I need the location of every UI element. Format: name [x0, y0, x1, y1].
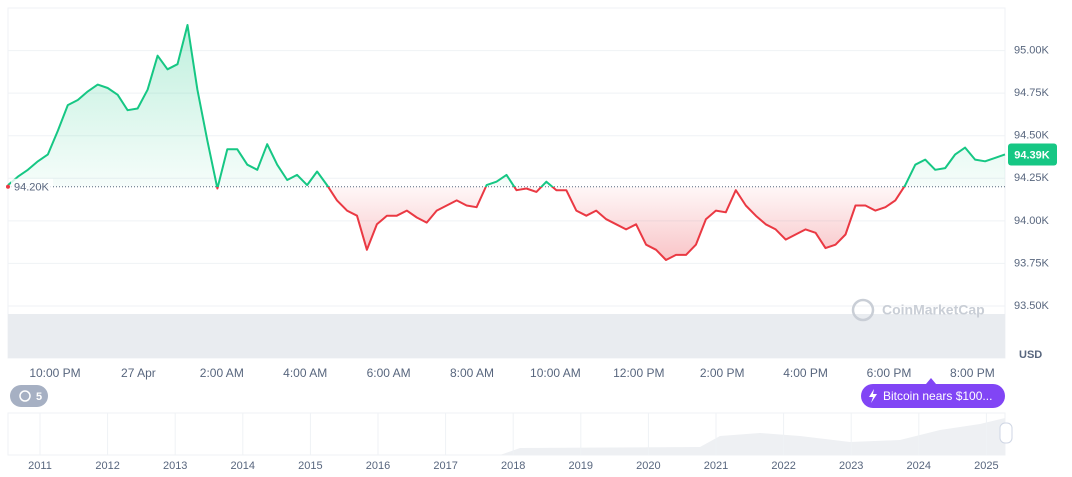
navigator-area [8, 418, 1005, 455]
watermark-text: CoinMarketCap [882, 302, 985, 318]
navigator-year: 2016 [366, 460, 390, 472]
y-tick-label: 93.75K [1014, 257, 1050, 269]
news-pill[interactable]: Bitcoin nears $100... [861, 378, 1005, 408]
x-tick-label: 2:00 AM [200, 366, 244, 380]
x-tick-label: 10:00 AM [530, 366, 581, 380]
x-tick-label: 8:00 PM [950, 366, 995, 380]
navigator-year: 2025 [974, 460, 998, 472]
price-line [7, 24, 1006, 261]
x-tick-label: 4:00 AM [283, 366, 327, 380]
navigator-year: 2018 [501, 460, 525, 472]
navigator-year: 2019 [569, 460, 593, 472]
last-price-label: 94.39K [1014, 149, 1050, 161]
x-tick-label: 4:00 PM [783, 366, 828, 380]
history-count: 5 [36, 391, 42, 403]
x-tick-label: 12:00 PM [613, 366, 664, 380]
baseline-label-bg [11, 178, 53, 194]
watermark: CoinMarketCap [851, 298, 985, 322]
x-tick-label: 27 Apr [121, 366, 156, 380]
y-tick-label: 94.25K [1014, 172, 1050, 184]
history-badge[interactable]: 5 [10, 385, 48, 407]
baseline-dot [6, 184, 10, 189]
y-tick-label: 94.75K [1014, 87, 1050, 99]
navigator-year: 2015 [298, 460, 322, 472]
y-tick-label: 94.50K [1014, 130, 1050, 142]
navigator-year: 2013 [163, 460, 187, 472]
navigator-handle[interactable] [999, 422, 1013, 444]
navigator-year: 2012 [95, 460, 119, 472]
x-tick-label: 10:00 PM [29, 366, 80, 380]
price-area [8, 25, 1005, 260]
navigator-year: 2020 [636, 460, 660, 472]
unit-label: USD [1019, 349, 1042, 361]
x-tick-label: 6:00 PM [867, 366, 912, 380]
navigator-year: 2017 [433, 460, 457, 472]
x-tick-label: 8:00 AM [450, 366, 494, 380]
baseline-label: 94.20K [14, 182, 50, 194]
y-tick-label: 93.50K [1014, 300, 1050, 312]
navigator-year: 2011 [28, 460, 52, 472]
x-tick-label: 6:00 AM [367, 366, 411, 380]
navigator-year: 2023 [839, 460, 863, 472]
navigator-year: 2021 [704, 460, 728, 472]
x-tick-label: 2:00 PM [700, 366, 745, 380]
navigator-year: 2022 [771, 460, 795, 472]
navigator-year: 2024 [907, 460, 931, 472]
last-price-badge [1008, 143, 1057, 166]
y-tick-label: 94.00K [1014, 215, 1050, 227]
news-text: Bitcoin nears $100... [883, 389, 992, 403]
y-tick-label: 95.00K [1014, 44, 1050, 56]
navigator-year: 2014 [231, 460, 255, 472]
volume-band [8, 314, 1005, 358]
